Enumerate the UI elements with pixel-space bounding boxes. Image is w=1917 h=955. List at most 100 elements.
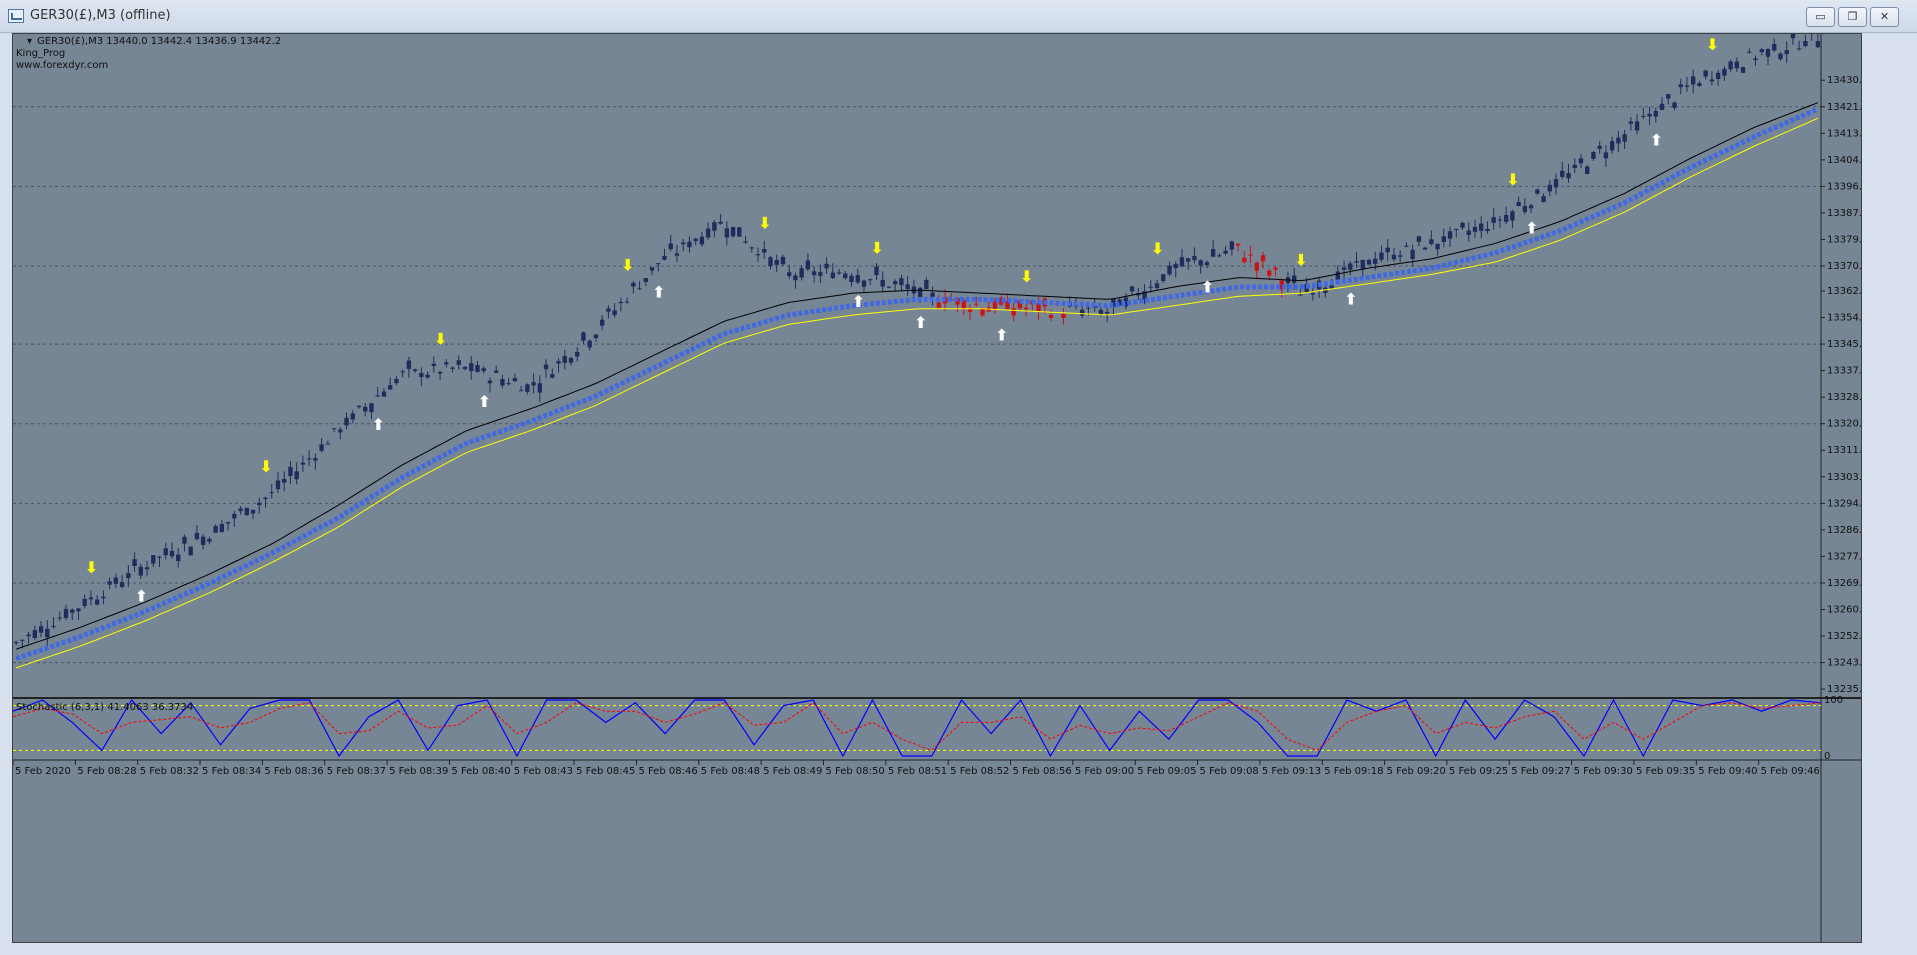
price-bar-body <box>780 256 786 265</box>
price-bar-body <box>1566 173 1571 179</box>
time-tick-label: 5 Feb 08:52 <box>950 766 1009 777</box>
website-label: www.forexdyr.com <box>16 60 108 71</box>
time-tick-label: 5 Feb 09:46 <box>1761 766 1820 777</box>
price-bar-body <box>1385 247 1390 253</box>
down-arrow-icon: ⬇ <box>434 330 447 349</box>
time-tick-label: 5 Feb 09:40 <box>1698 766 1757 777</box>
price-bar-body <box>269 492 274 494</box>
price-bar-body <box>587 340 592 348</box>
price-bar-body <box>63 608 69 618</box>
price-bar-body <box>512 378 518 382</box>
price-bar-body <box>562 356 567 363</box>
price-bar-body <box>188 546 193 556</box>
price-bar-body <box>637 288 642 290</box>
price-bar-body <box>1603 152 1609 159</box>
price-bar-body <box>599 319 605 326</box>
price-bar-body <box>1647 113 1652 117</box>
price-bar-body <box>119 582 125 588</box>
price-bar-body <box>437 371 443 374</box>
price-bar-body <box>126 573 131 579</box>
price-tick-label: 13311.7 <box>1827 445 1861 456</box>
price-axis-bg <box>1821 34 1861 942</box>
price-bar-body <box>26 634 31 637</box>
price-bar-body <box>1273 267 1278 270</box>
price-tick-label: 13396.2 <box>1827 181 1861 192</box>
price-bar-body <box>469 363 474 372</box>
time-tick-label: 5 Feb 09:30 <box>1574 766 1633 777</box>
price-bar-body <box>1703 70 1708 77</box>
price-bar-body <box>319 444 324 451</box>
price-bar-body <box>1036 303 1041 312</box>
price-bar-body <box>1373 258 1378 264</box>
price-bar-body <box>1329 285 1334 289</box>
price-bar-body <box>662 255 667 260</box>
up-arrow-icon: ⬆ <box>1525 218 1538 237</box>
down-arrow-icon: ⬇ <box>870 238 883 257</box>
down-arrow-icon: ⬇ <box>1020 267 1033 286</box>
price-bar-body <box>225 521 231 524</box>
price-bar-body <box>1572 164 1577 168</box>
price-bar-body <box>886 286 892 288</box>
price-bar-body <box>874 266 879 276</box>
price-bar-body <box>1485 228 1490 232</box>
price-bar-body <box>475 365 480 372</box>
price-bar-body <box>1803 41 1808 47</box>
price-bar-body <box>855 275 860 283</box>
price-tick-label: 13252.2 <box>1827 631 1861 642</box>
price-bar-body <box>718 221 723 224</box>
price-bar-body <box>531 382 536 386</box>
price-bar-body <box>363 406 368 412</box>
price-bar-body <box>1260 255 1266 262</box>
price-bar-body <box>1335 271 1341 280</box>
time-tick-label: 5 Feb 08:56 <box>1013 766 1072 777</box>
minimize-button[interactable]: ▭ <box>1806 7 1835 27</box>
price-bar-body <box>1503 215 1509 222</box>
price-bar-body <box>1248 254 1253 256</box>
price-bar-body <box>1391 254 1397 260</box>
price-tick-label: 13269.2 <box>1827 578 1861 589</box>
price-bar-body <box>1192 255 1197 261</box>
price-bar-body <box>406 360 412 369</box>
price-bar-body <box>518 390 524 392</box>
price-bar-body <box>836 272 842 274</box>
price-bar-body <box>1223 250 1228 254</box>
price-bar-body <box>76 608 81 612</box>
time-tick-label: 5 Feb 09:35 <box>1636 766 1695 777</box>
stochastic-tick-label: 100 <box>1824 695 1843 706</box>
grid-lines <box>13 106 1821 664</box>
price-bar-body <box>1709 79 1715 82</box>
price-bar-body <box>1678 84 1683 88</box>
chart-area[interactable]: ⬇⬇⬇⬇⬇⬇⬇⬇⬇⬇⬇⬆⬆⬆⬆⬆⬆⬆⬆⬆⬆⬆ 13430.213421.7134… <box>12 33 1862 943</box>
time-tick-label: 5 Feb 09:25 <box>1449 766 1508 777</box>
price-bar-body <box>674 253 680 256</box>
price-bar-body <box>1154 283 1160 289</box>
time-tick-label: 5 Feb 09:27 <box>1511 766 1570 777</box>
price-bar-body <box>263 497 268 500</box>
price-bar-body <box>787 272 792 277</box>
price-bar-body <box>568 357 574 363</box>
price-bar-body <box>805 260 811 270</box>
price-bar-body <box>998 297 1004 305</box>
price-bar-body <box>1578 158 1584 164</box>
price-bar-body <box>1479 223 1484 231</box>
price-tick-label: 13404.7 <box>1827 155 1861 166</box>
price-bar-body <box>1622 134 1627 142</box>
title-bar[interactable]: GER30(£),M3 (offline) ▭ ❐ ✕ <box>0 0 1917 33</box>
price-tick-label: 13387.7 <box>1827 208 1861 219</box>
price-bar-body <box>892 281 898 285</box>
price-bar-body <box>294 471 299 480</box>
price-bar-body <box>1497 219 1503 221</box>
price-bar-body <box>356 405 362 408</box>
price-axis: 13430.2 13421.7 13413.2 13404.7 13396.2 13387… <box>1820 34 1861 942</box>
restore-button[interactable]: ❐ <box>1838 7 1867 27</box>
price-bar-body <box>1011 308 1016 316</box>
price-bar-body <box>743 241 748 243</box>
close-button[interactable]: ✕ <box>1870 7 1899 27</box>
price-bar-body <box>487 380 493 384</box>
price-chart[interactable]: ⬇⬇⬇⬇⬇⬇⬇⬇⬇⬇⬇⬆⬆⬆⬆⬆⬆⬆⬆⬆⬆⬆ 13430.213421.7134… <box>13 34 1861 942</box>
price-bar-body <box>94 599 100 605</box>
header-triangle-icon[interactable]: ▾ <box>27 36 32 47</box>
price-bar-body <box>631 282 636 287</box>
stochastic-panel: 100 0 Stochastic (6,3,1) 41.4063 36.3734 <box>13 695 1861 762</box>
